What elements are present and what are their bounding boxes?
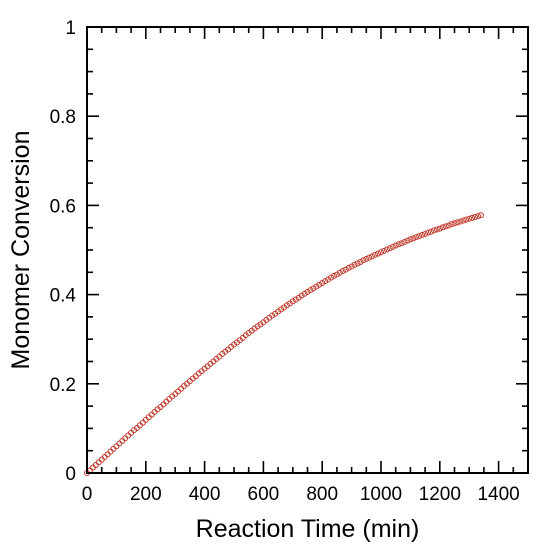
data-point	[457, 218, 464, 225]
data-point	[269, 312, 276, 319]
data-point	[375, 250, 382, 257]
data-point	[383, 246, 390, 253]
x-tick-label: 0	[82, 484, 93, 505]
data-point	[325, 276, 332, 283]
x-tick-label: 1000	[360, 484, 402, 505]
y-tick-label: 0.4	[50, 286, 77, 307]
data-point	[419, 231, 426, 238]
data-point	[360, 257, 367, 264]
data-point	[289, 298, 296, 305]
data-point	[404, 237, 411, 244]
data-point	[427, 228, 434, 235]
data-point	[448, 221, 455, 228]
data-point	[395, 241, 402, 248]
data-point	[363, 255, 370, 262]
y-tick-label: 0.8	[50, 107, 76, 128]
data-point	[304, 288, 311, 295]
data-point	[322, 278, 329, 285]
data-point	[336, 269, 343, 276]
x-tick-label: 1200	[419, 484, 461, 505]
data-point	[460, 217, 467, 224]
data-point	[313, 283, 320, 290]
data-point	[319, 280, 326, 286]
data-point	[410, 235, 417, 242]
x-tick-label: 200	[130, 484, 162, 505]
x-tick-label: 600	[248, 484, 280, 505]
data-point	[466, 215, 473, 222]
data-point	[472, 214, 479, 220]
data-point	[401, 238, 408, 245]
data-point	[422, 230, 429, 237]
data-point	[430, 227, 437, 234]
data-point	[475, 213, 482, 220]
data-point	[389, 243, 396, 250]
data-point	[348, 263, 355, 270]
data-point	[301, 290, 308, 297]
data-point	[283, 302, 290, 309]
data-point	[469, 214, 476, 221]
data-point	[369, 253, 376, 260]
data-point	[380, 247, 387, 254]
data-point	[342, 266, 349, 273]
data-point	[451, 220, 458, 227]
x-axis-label: Reaction Time (min)	[196, 515, 420, 543]
data-point	[454, 219, 461, 226]
data-point	[378, 249, 384, 256]
data-point	[463, 216, 470, 223]
data-point	[425, 229, 432, 236]
data-point	[407, 236, 414, 243]
y-tick-label: 0	[65, 464, 76, 485]
x-tick-label: 800	[306, 484, 338, 505]
data-point	[254, 323, 261, 330]
data-point	[330, 272, 337, 279]
data-point	[333, 271, 340, 278]
data-point	[357, 259, 364, 266]
data-point	[416, 233, 423, 240]
data-point	[477, 212, 484, 219]
axis-ticks	[86, 26, 529, 474]
data-point	[316, 281, 323, 288]
y-tick-label: 0.6	[50, 196, 76, 217]
data-point	[436, 225, 443, 232]
tick-labels: 0 200 400 600 800 1000 1200 1400 0 0.2 0.4 0.6 0.8 1	[50, 18, 520, 505]
data-point	[307, 287, 314, 294]
data-point	[298, 292, 305, 299]
data-point	[310, 285, 317, 292]
data-point	[439, 224, 446, 231]
data-point	[413, 234, 420, 241]
data-points	[84, 212, 484, 476]
x-tick-label: 400	[189, 484, 221, 505]
data-point	[292, 296, 299, 303]
data-point	[345, 264, 352, 271]
data-point	[386, 245, 393, 252]
data-point	[351, 261, 358, 268]
data-point	[339, 267, 346, 274]
data-point	[398, 240, 405, 247]
data-point	[433, 226, 440, 233]
data-point	[445, 222, 452, 229]
data-point	[366, 254, 373, 261]
plot-frame	[86, 26, 529, 474]
data-point	[354, 260, 361, 267]
data-point	[372, 251, 379, 258]
y-tick-label: 0.2	[50, 375, 76, 396]
data-point	[442, 223, 449, 230]
data-point	[392, 242, 399, 249]
y-axis-label: Monomer Conversion	[7, 131, 35, 370]
x-tick-label: 1400	[477, 484, 519, 505]
y-tick-label: 1	[65, 18, 76, 39]
data-point	[328, 274, 335, 281]
data-point	[278, 306, 285, 313]
